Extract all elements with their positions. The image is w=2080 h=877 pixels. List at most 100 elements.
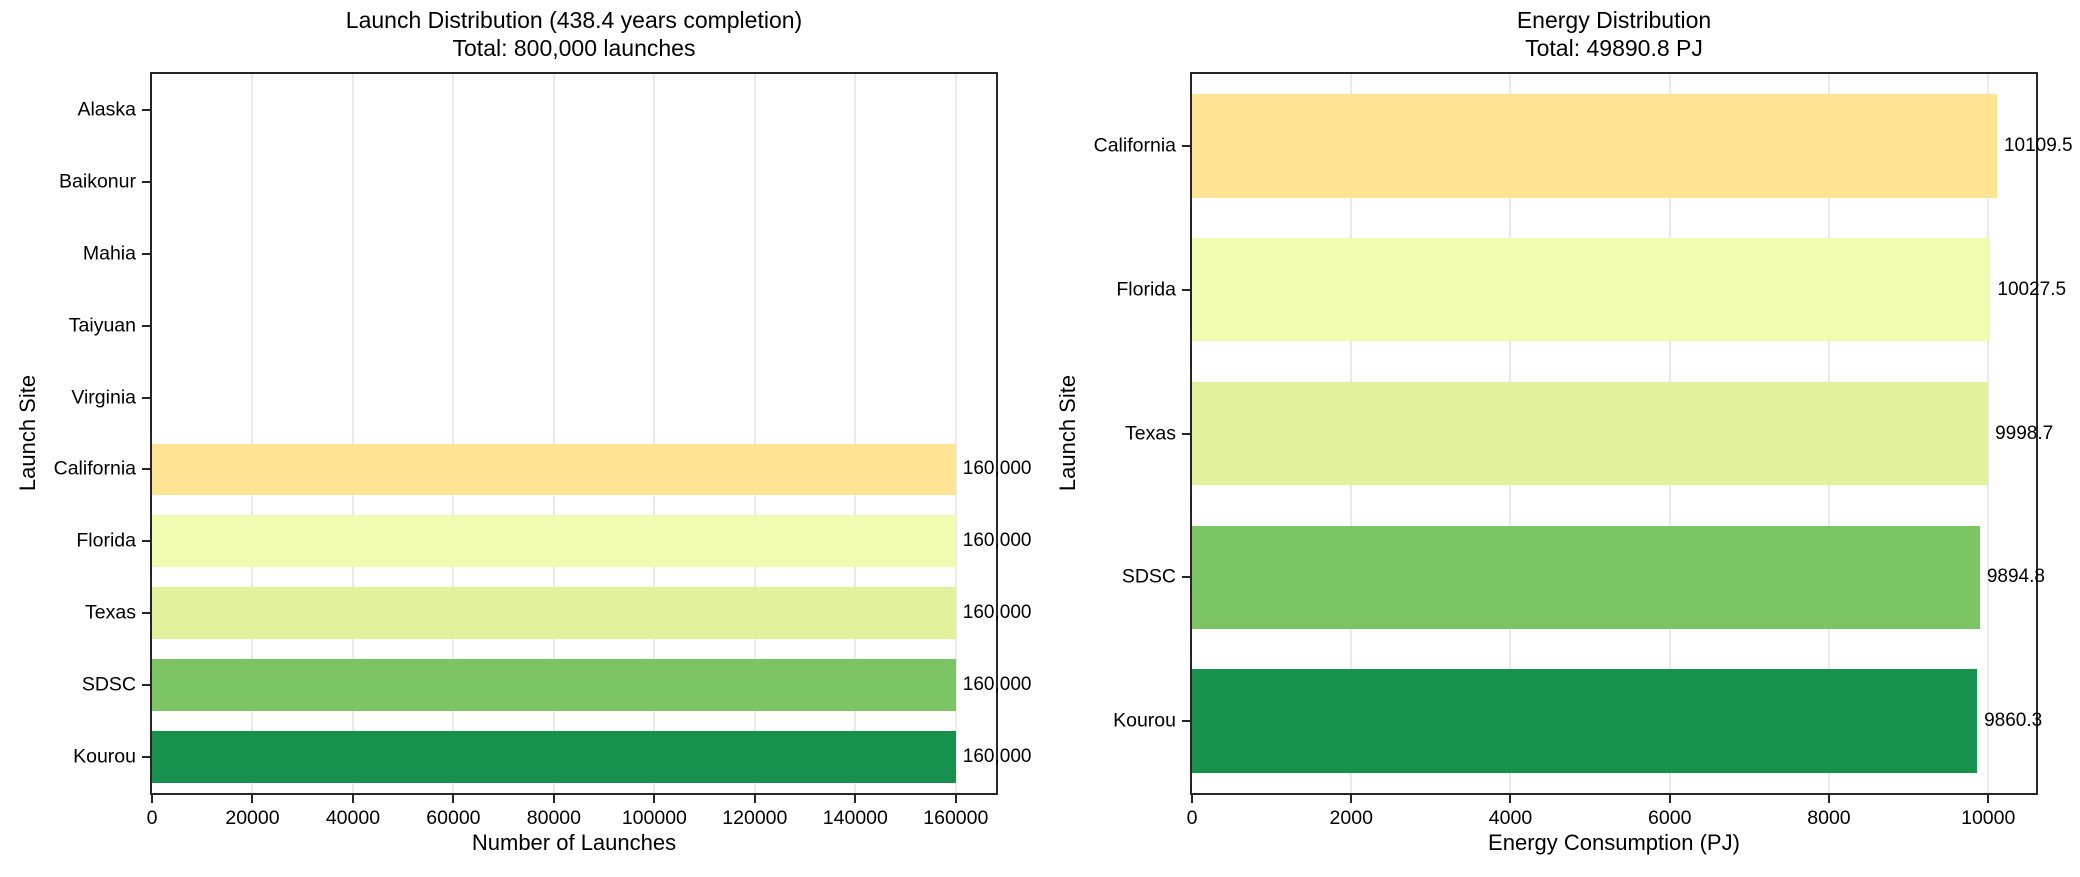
bar bbox=[152, 587, 956, 640]
gridline bbox=[251, 74, 254, 793]
x-tick-label: 120000 bbox=[722, 807, 788, 829]
y-tick-label: SDSC bbox=[1121, 565, 1176, 588]
chart-subtitle: Total: 800,000 launches bbox=[452, 35, 696, 61]
y-tick-mark bbox=[1182, 576, 1190, 579]
y-tick-mark bbox=[142, 180, 150, 183]
chart-panel-launch-distribution: Launch Distribution (438.4 years complet… bbox=[15, 6, 1031, 855]
bar bbox=[152, 731, 956, 783]
x-tick-mark bbox=[1827, 795, 1830, 803]
x-tick-mark bbox=[1509, 795, 1512, 803]
x-tick-mark bbox=[653, 795, 656, 803]
gridline bbox=[1987, 74, 1990, 793]
x-tick-mark bbox=[251, 795, 254, 803]
x-tick-label: 0 bbox=[146, 807, 158, 829]
y-tick-mark bbox=[1182, 288, 1190, 291]
chart-title-block: Energy Distribution Total: 49890.8 PJ bbox=[1190, 6, 2038, 62]
bar bbox=[1192, 237, 1991, 342]
gridline bbox=[954, 74, 957, 793]
y-tick-mark bbox=[1182, 720, 1190, 723]
y-tick-label: Florida bbox=[1116, 278, 1176, 301]
plot-area-launch: 0 20000 40000 60000 80000 100000 120000 140000 1… bbox=[54, 72, 1031, 829]
chart-title: Launch Distribution (438.4 years complet… bbox=[345, 7, 803, 33]
chart-panel-energy-distribution: Energy Distribution Total: 49890.8 PJ 0 2… bbox=[1040, 0, 2080, 877]
bar-value-label: 160,000 bbox=[962, 458, 1032, 480]
x-tick-mark bbox=[452, 795, 455, 803]
bar bbox=[1192, 94, 1997, 198]
bar bbox=[152, 443, 956, 496]
y-tick-label: SDSC bbox=[81, 673, 136, 696]
x-tick-label: 8000 bbox=[1807, 807, 1851, 829]
bar-value-label: 160,000 bbox=[962, 602, 1032, 624]
y-tick-mark bbox=[142, 468, 150, 471]
y-tick-mark bbox=[142, 540, 150, 543]
bar bbox=[152, 515, 956, 568]
bar-value-label: 160,000 bbox=[962, 674, 1032, 696]
x-tick-label: 40000 bbox=[325, 807, 381, 829]
x-axis-label: Energy Consumption (PJ) bbox=[1488, 830, 1740, 855]
y-tick-label: Taiyuan bbox=[68, 314, 136, 337]
bar bbox=[152, 659, 956, 712]
x-tick-label: 160000 bbox=[923, 807, 989, 829]
x-axis-label: Number of Launches bbox=[471, 830, 677, 855]
chart-title-block: Launch Distribution (438.4 years complet… bbox=[150, 6, 998, 62]
y-tick-label: California bbox=[53, 457, 136, 480]
x-tick-label: 20000 bbox=[225, 807, 280, 829]
x-tick-mark bbox=[753, 795, 756, 803]
gridline bbox=[653, 74, 656, 793]
x-tick-label: 10000 bbox=[1961, 807, 2016, 829]
bar-value-label: 160,000 bbox=[962, 530, 1032, 552]
y-tick-mark bbox=[142, 252, 150, 255]
x-tick-mark bbox=[854, 795, 857, 803]
bar bbox=[1192, 669, 1978, 773]
bar-value-label: 160,000 bbox=[962, 746, 1032, 768]
x-tick-label: 2000 bbox=[1329, 807, 1373, 829]
x-tick-label: 60000 bbox=[426, 807, 481, 829]
bar bbox=[1192, 381, 1989, 486]
y-tick-label: Kourou bbox=[73, 745, 136, 768]
y-tick-label: California bbox=[1093, 134, 1176, 157]
y-axis-label: Launch Site bbox=[1055, 374, 1080, 492]
bar-value-label: 10109.5 bbox=[2003, 134, 2073, 156]
y-tick-label: Virginia bbox=[71, 386, 136, 409]
bar-value-label: 10027.5 bbox=[1997, 278, 2067, 300]
x-tick-mark bbox=[1350, 795, 1353, 803]
y-tick-mark bbox=[1182, 432, 1190, 435]
x-tick-mark bbox=[1987, 795, 1990, 803]
gridline bbox=[351, 74, 354, 793]
chart-title: Energy Distribution bbox=[1516, 7, 1712, 33]
y-tick-mark bbox=[142, 684, 150, 687]
x-tick-mark bbox=[954, 795, 957, 803]
x-tick-mark bbox=[151, 795, 153, 803]
y-tick-label: Texas bbox=[85, 601, 136, 624]
x-tick-label: 80000 bbox=[526, 807, 582, 829]
x-tick-label: 140000 bbox=[822, 807, 888, 829]
x-tick-label: 0 bbox=[1186, 807, 1198, 829]
x-tick-label: 6000 bbox=[1648, 807, 1692, 829]
bar-value-label: 9998.7 bbox=[1995, 422, 2054, 444]
gridline bbox=[552, 74, 555, 793]
plot-area-energy: 0 2000 4000 6000 8000 10000 California 10109.5 F… bbox=[1094, 72, 2073, 829]
gridline bbox=[753, 74, 756, 793]
bar bbox=[1192, 525, 1980, 630]
y-tick-label: Florida bbox=[76, 529, 136, 552]
y-tick-label: Alaska bbox=[77, 98, 136, 121]
y-tick-label: Mahia bbox=[82, 242, 136, 265]
y-tick-mark bbox=[142, 612, 150, 615]
y-tick-mark bbox=[142, 324, 150, 327]
gridline bbox=[854, 74, 857, 793]
x-tick-mark bbox=[351, 795, 354, 803]
y-tick-mark bbox=[1182, 144, 1190, 147]
bar-value-label: 9894.8 bbox=[1986, 566, 2045, 588]
x-tick-mark bbox=[1668, 795, 1671, 803]
chart-subtitle: Total: 49890.8 PJ bbox=[1525, 35, 1703, 61]
x-tick-label: 100000 bbox=[621, 807, 687, 829]
y-tick-label: Kourou bbox=[1113, 709, 1176, 732]
y-tick-mark bbox=[142, 108, 150, 111]
x-tick-mark bbox=[1191, 795, 1193, 803]
y-tick-mark bbox=[142, 396, 150, 399]
y-axis-label: Launch Site bbox=[15, 374, 40, 492]
x-tick-mark bbox=[552, 795, 555, 803]
bar-value-label: 9860.3 bbox=[1984, 710, 2043, 732]
y-tick-label: Texas bbox=[1125, 422, 1176, 444]
